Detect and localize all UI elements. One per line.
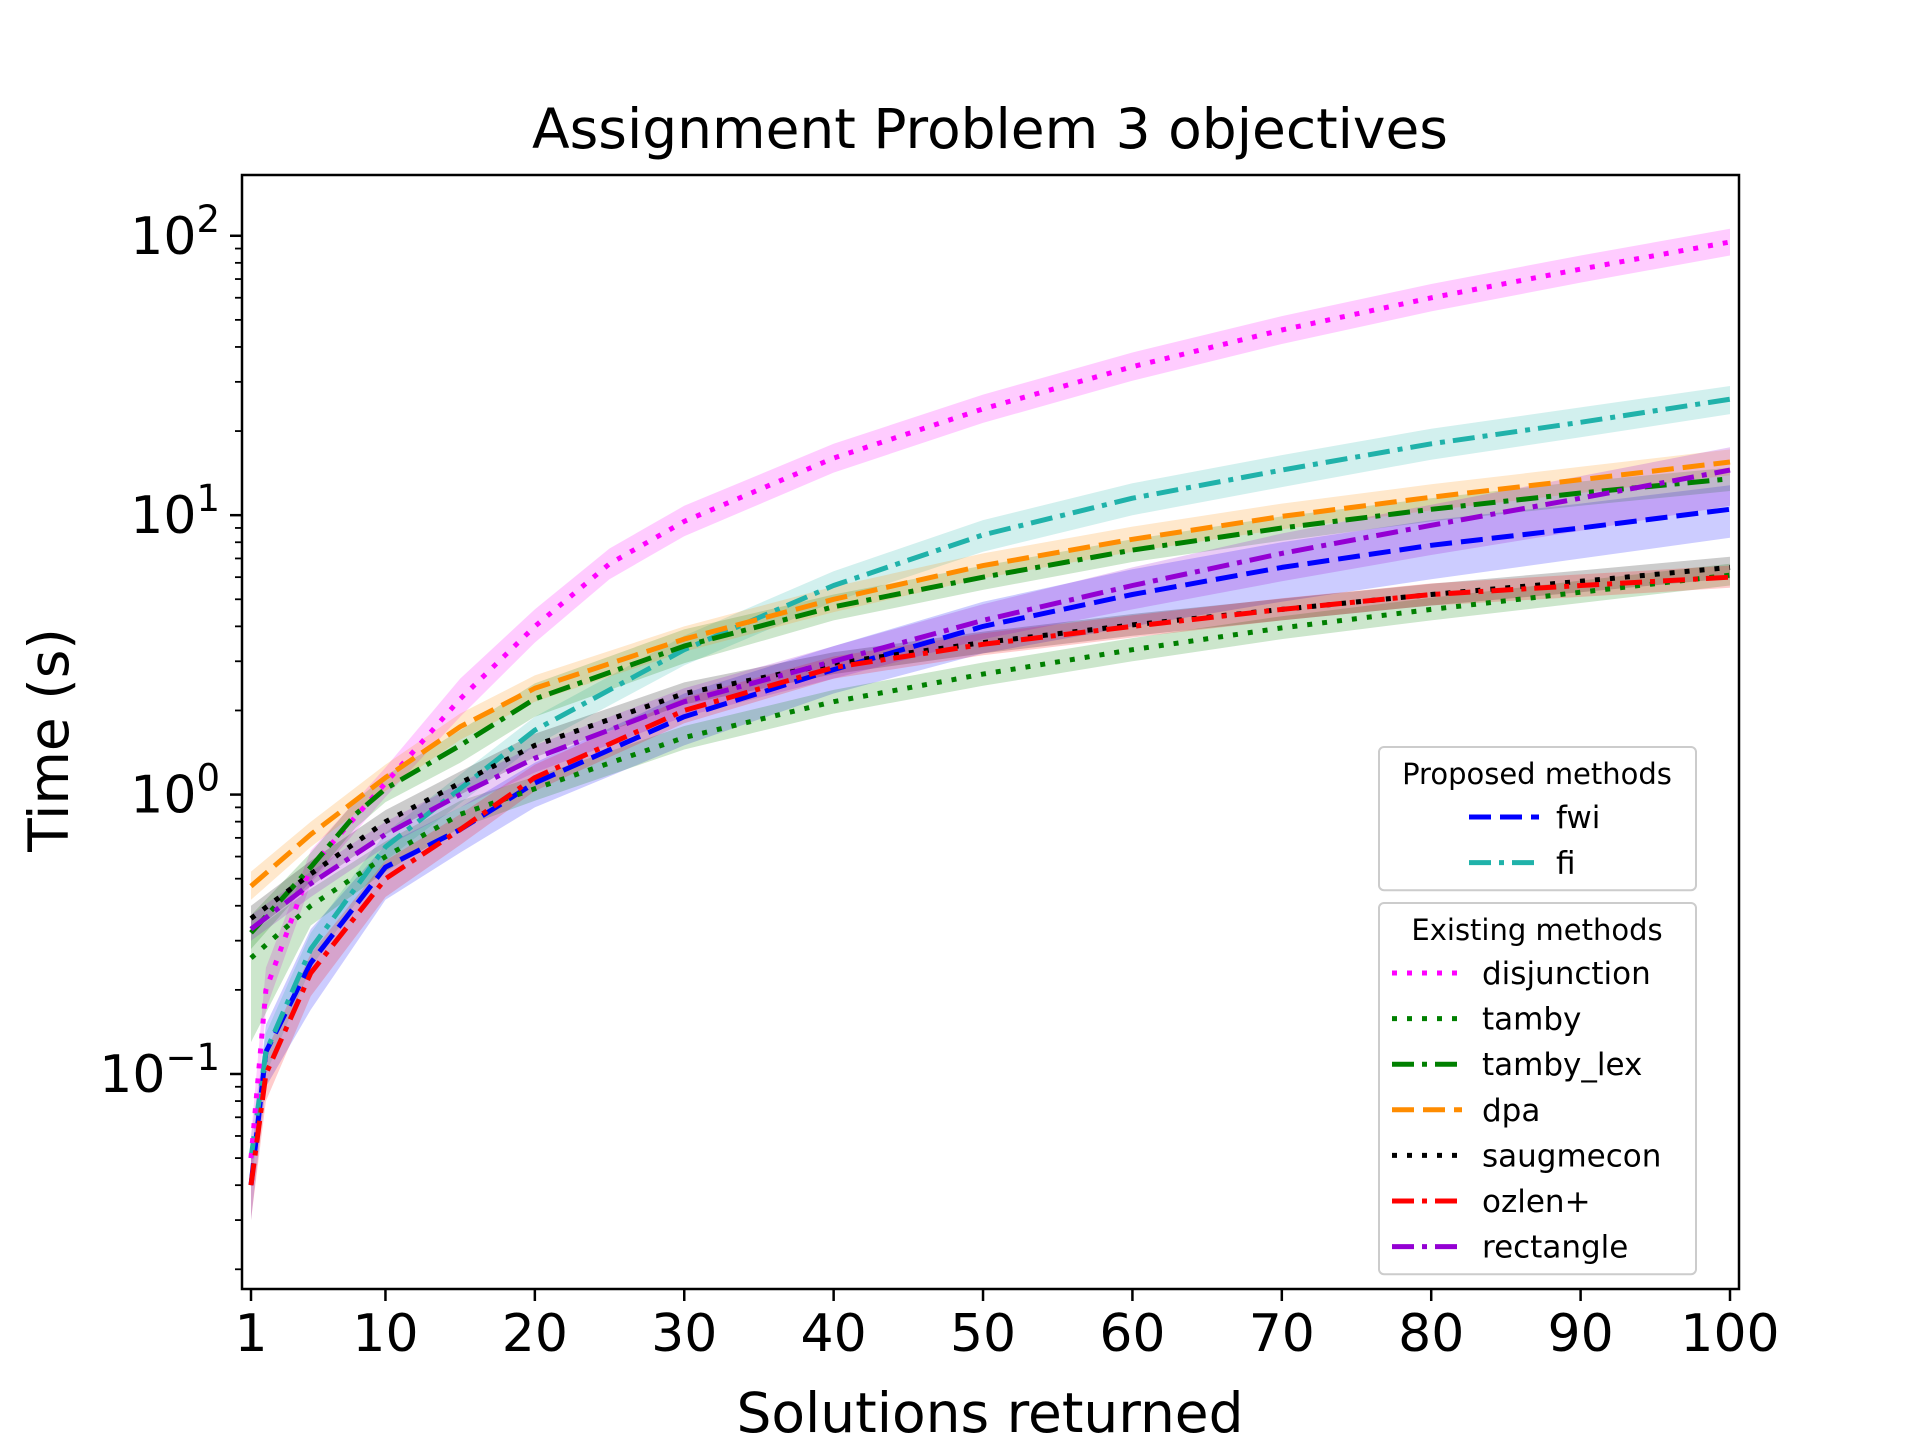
series-line-saugmecon bbox=[249, 564, 1731, 921]
band-rectangle bbox=[251, 447, 1730, 941]
band-dpa bbox=[251, 449, 1730, 900]
x-tick-label: 30 bbox=[651, 1304, 717, 1364]
series-line-tamby-lex bbox=[249, 476, 1731, 935]
x-tick-label: 60 bbox=[1099, 1304, 1165, 1364]
legend-box bbox=[1378, 902, 1697, 1276]
legend-label-tamby-lex: tamby_lex bbox=[1482, 1047, 1642, 1083]
band-disjunction bbox=[251, 228, 1730, 1186]
legend-title: Proposed methods bbox=[1402, 757, 1672, 791]
legend-label-saugmecon: saugmecon bbox=[1482, 1138, 1661, 1174]
legend-label-ozlen-plus: ozlen+ bbox=[1482, 1184, 1591, 1220]
y-tick-label: 101 bbox=[130, 477, 220, 546]
legend-title: Existing methods bbox=[1411, 913, 1662, 947]
series-line-disjunction bbox=[248, 239, 1731, 1159]
x-tick-label: 80 bbox=[1398, 1304, 1464, 1364]
series-line-rectangle bbox=[249, 467, 1731, 932]
x-tick-label: 100 bbox=[1680, 1304, 1779, 1364]
confidence-bands bbox=[251, 228, 1730, 1221]
y-tick-label: 102 bbox=[130, 198, 220, 267]
series-line-tamby bbox=[249, 572, 1731, 960]
plot-frame bbox=[240, 173, 1741, 1291]
legend-label-dpa: dpa bbox=[1482, 1093, 1540, 1129]
legend-label-fwi: fwi bbox=[1556, 800, 1600, 836]
legend-group-proposed: Proposed methods fwi fi bbox=[1378, 746, 1697, 892]
x-axis-label: Solutions returned bbox=[736, 1381, 1243, 1440]
band-saugmecon bbox=[251, 556, 1730, 933]
x-tick-label: 40 bbox=[801, 1304, 867, 1364]
band-tamby-lex bbox=[251, 467, 1730, 949]
legend-label-tamby: tamby bbox=[1482, 1002, 1581, 1038]
legend-label-fi: fi bbox=[1556, 846, 1576, 882]
legend: Proposed methods fwi fi Existing methods dis… bbox=[1378, 746, 1697, 1276]
series-line-fi bbox=[248, 396, 1731, 1159]
series-line-fwi bbox=[248, 506, 1731, 1186]
chart-title: Assignment Problem 3 objectives bbox=[532, 97, 1448, 161]
x-tick-label: 90 bbox=[1548, 1304, 1614, 1364]
series-lines bbox=[248, 239, 1731, 1186]
x-tick-label: 70 bbox=[1249, 1304, 1315, 1364]
x-tick-label: 50 bbox=[950, 1304, 1016, 1364]
series-line-dpa bbox=[249, 459, 1731, 889]
band-fwi bbox=[251, 485, 1730, 1221]
legend-label-rectangle: rectangle bbox=[1482, 1230, 1628, 1266]
x-tick-label: 10 bbox=[352, 1304, 418, 1364]
legend-label-disjunction: disjunction bbox=[1482, 956, 1651, 992]
legend-group-existing: Existing methods disjunction tamby tamby_le… bbox=[1378, 902, 1697, 1276]
x-tick-label: 20 bbox=[502, 1304, 568, 1364]
y-axis-label: Time (s) bbox=[17, 628, 81, 853]
y-tick-label: 10−1 bbox=[99, 1036, 220, 1105]
band-ozlen-plus bbox=[251, 565, 1730, 1221]
band-fi bbox=[251, 386, 1730, 1186]
axes: 1 10 20 30 40 50 60 70 80 90 100 10−1 100 101 102 bbox=[99, 173, 1780, 1364]
x-tick-label: 1 bbox=[234, 1304, 267, 1364]
series-line-ozlen-plus bbox=[248, 574, 1731, 1186]
y-tick-label: 100 bbox=[130, 757, 220, 826]
